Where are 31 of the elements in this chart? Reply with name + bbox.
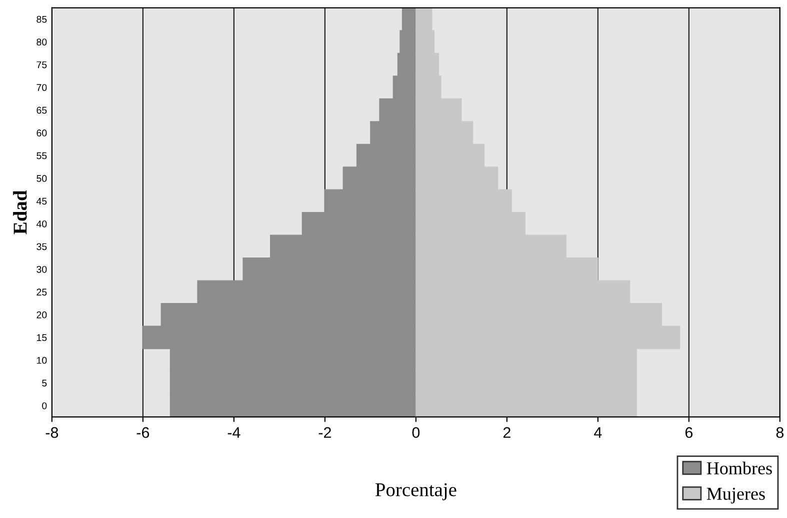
- y-tick-label: 15: [37, 334, 47, 342]
- y-tick-label: 50: [36, 175, 47, 182]
- x-tick-label: -4: [228, 427, 240, 438]
- y-axis-title: Edad: [13, 190, 27, 234]
- legend-label: Mujeres: [706, 488, 765, 504]
- y-tick-label: 75: [36, 61, 47, 68]
- y-tick-label: 40: [36, 220, 47, 228]
- y-tick-label: 55: [36, 152, 47, 160]
- y-tick-label: 30: [36, 266, 47, 273]
- x-tick-label: 2: [503, 427, 510, 438]
- x-tick-label: -6: [136, 427, 150, 438]
- x-tick-label: 6: [685, 427, 692, 438]
- y-tick-label: 25: [36, 288, 47, 296]
- x-tick-label: -8: [46, 427, 58, 438]
- y-tick-label: 65: [36, 106, 47, 114]
- y-tick-label: 60: [36, 130, 47, 136]
- legend-label: Hombres: [706, 462, 772, 474]
- y-tick-label: 70: [36, 84, 47, 91]
- y-tick-label: 5: [42, 380, 47, 387]
- y-tick-label: 80: [36, 38, 47, 46]
- y-tick-label: 85: [36, 16, 47, 23]
- x-tick-label: -2: [318, 427, 331, 438]
- x-tick-label: 8: [776, 427, 784, 438]
- y-tick-label: 35: [36, 243, 47, 250]
- x-tick-label: 0: [412, 427, 420, 438]
- y-tick-label: 0: [42, 402, 47, 410]
- y-tick-label: 20: [36, 311, 47, 318]
- x-axis-title: Porcentaje: [375, 483, 456, 500]
- y-tick-label: 10: [37, 356, 47, 364]
- y-tick-label: 45: [36, 198, 47, 205]
- x-tick-label: 4: [594, 427, 602, 438]
